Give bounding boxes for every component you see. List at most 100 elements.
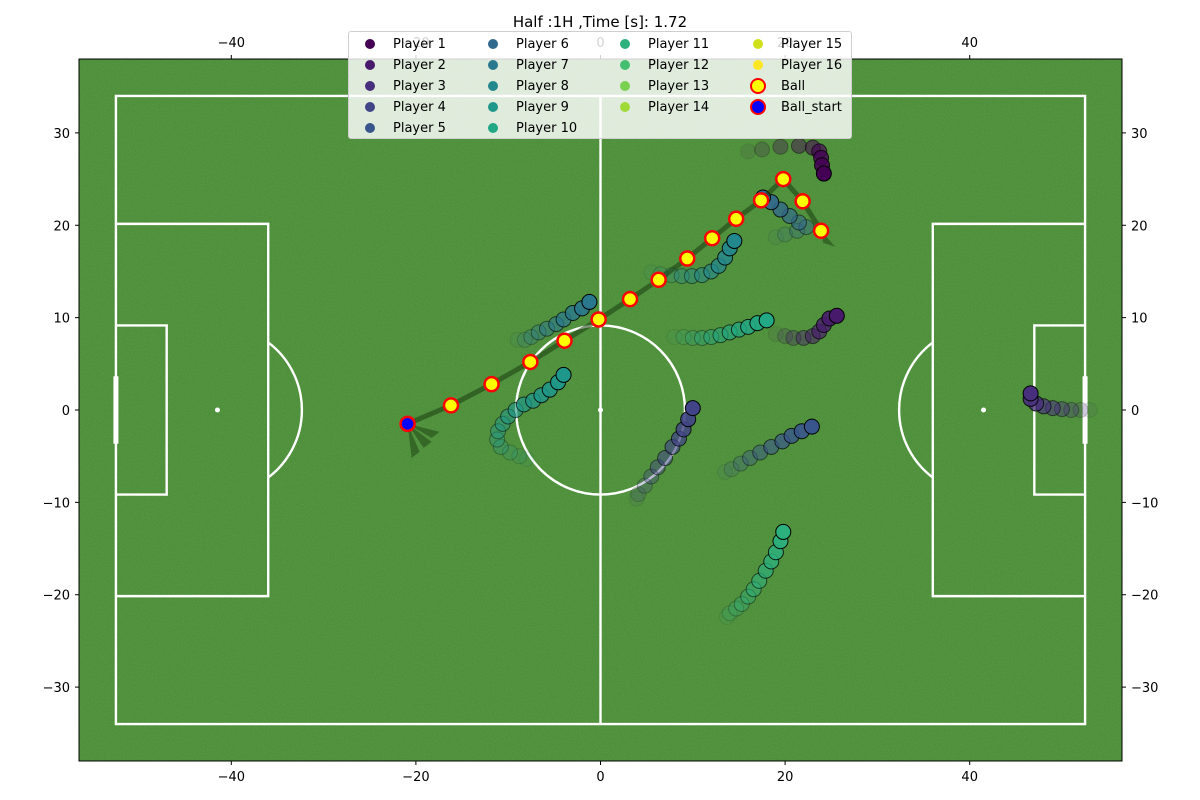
right-penalty-box — [931, 222, 1086, 598]
player-marker — [1072, 402, 1089, 418]
legend-marker — [361, 77, 379, 95]
player-trail-10 — [666, 312, 775, 346]
legend-entry: Player 15 — [749, 34, 842, 54]
legend-entry: Player 4 — [361, 97, 446, 117]
left-goal-box — [115, 324, 168, 496]
legend-label: Ball — [781, 78, 806, 94]
player-marker — [717, 463, 734, 480]
player-marker — [767, 229, 784, 246]
player-trail-9 — [489, 366, 572, 467]
ball-marker — [794, 192, 811, 210]
player-marker — [785, 329, 802, 346]
legend-label: Player 9 — [516, 99, 569, 115]
ball-direction-arrow — [407, 423, 440, 438]
player-marker — [673, 268, 690, 285]
legend-marker — [616, 77, 634, 95]
x-tick-label: −20 — [402, 770, 429, 785]
player-trail-8 — [643, 232, 743, 285]
legend-label: Player 6 — [516, 36, 569, 52]
x-tick-label-top: 40 — [961, 36, 978, 51]
player-marker — [1081, 402, 1098, 418]
legend-label: Player 8 — [516, 78, 569, 94]
legend-entry: Player 10 — [484, 118, 577, 138]
ball-marker — [650, 271, 667, 289]
y-tick-label: 30 — [53, 127, 70, 142]
player-marker — [803, 418, 820, 435]
player-marker — [732, 455, 749, 472]
legend-marker — [749, 98, 767, 116]
x-tick-label: 20 — [777, 770, 794, 785]
legend: Player 1 Player 2 Player 3 Player 4 Player 5… — [348, 31, 852, 139]
player-marker — [502, 444, 519, 461]
ball-marker — [679, 250, 696, 267]
player-marker — [728, 600, 745, 617]
y-tick-label-right: −20 — [1131, 589, 1158, 604]
legend-marker — [484, 98, 502, 116]
ball-marker — [590, 311, 607, 328]
legend-label: Player 2 — [393, 57, 446, 73]
left-penalty-arc — [267, 341, 304, 479]
legend-entry: Player 8 — [484, 76, 569, 96]
player-marker — [726, 232, 743, 249]
left-penalty-spot — [214, 407, 220, 413]
x-tick-label: 0 — [596, 770, 604, 785]
player-marker — [523, 329, 540, 346]
player-marker — [516, 331, 533, 348]
legend-entry: Player 14 — [616, 97, 709, 117]
player-marker — [772, 138, 789, 155]
ball-marker — [556, 332, 573, 349]
y-tick-label-right: −30 — [1131, 681, 1158, 696]
legend-label: Player 13 — [648, 78, 710, 94]
player-trail-11 — [718, 523, 792, 625]
legend-marker — [749, 35, 767, 53]
legend-marker — [361, 98, 379, 116]
right-penalty-arc — [897, 341, 934, 479]
player-marker — [740, 143, 757, 160]
player-marker — [684, 400, 701, 417]
legend-label: Player 1 — [393, 36, 446, 52]
left-penalty-box — [115, 222, 270, 598]
player-marker — [675, 329, 692, 346]
y-tick-label: −10 — [43, 496, 70, 511]
player-marker — [758, 312, 775, 329]
player-trail-2 — [767, 307, 845, 346]
legend-entry: Player 9 — [484, 97, 569, 117]
legend-label: Player 11 — [648, 36, 710, 52]
ball-marker — [752, 192, 770, 209]
ball-marker — [727, 210, 745, 228]
player-trail-7 — [509, 293, 598, 348]
player-marker — [828, 307, 845, 324]
legend-marker — [616, 98, 634, 116]
player-marker — [790, 137, 807, 154]
player-marker — [511, 448, 528, 465]
player-marker — [718, 608, 735, 625]
player-marker — [518, 450, 535, 467]
legend-marker — [616, 35, 634, 53]
axes: −40−40−20−200020204040−30−30−20−20−10−10… — [43, 36, 1159, 785]
center-spot — [598, 407, 603, 413]
y-tick-label-right: 10 — [1131, 312, 1148, 327]
y-tick-label-right: −10 — [1131, 496, 1158, 511]
legend-marker — [484, 77, 502, 95]
y-tick-label-right: 20 — [1131, 219, 1148, 234]
right-penalty-spot — [981, 407, 987, 413]
legend-marker — [749, 56, 767, 74]
player-marker — [694, 329, 711, 346]
y-tick-label-right: 30 — [1131, 127, 1148, 142]
legend-entry: Player 16 — [749, 55, 842, 75]
legend-marker — [484, 56, 502, 74]
player-marker — [628, 490, 645, 507]
x-tick-label: 40 — [961, 770, 978, 785]
legend-label: Player 5 — [393, 120, 446, 136]
legend-label: Player 3 — [393, 78, 446, 94]
player-marker — [740, 588, 757, 605]
legend-label: Player 16 — [781, 57, 843, 73]
ball-marker — [522, 353, 539, 371]
legend-entry: Player 7 — [484, 55, 569, 75]
y-tick-label: 0 — [62, 404, 70, 419]
ball-marker — [703, 229, 721, 247]
ball-marker — [442, 397, 460, 414]
player-marker — [489, 431, 506, 448]
y-tick-label: 20 — [53, 219, 70, 234]
player-trail-4 — [628, 400, 701, 507]
